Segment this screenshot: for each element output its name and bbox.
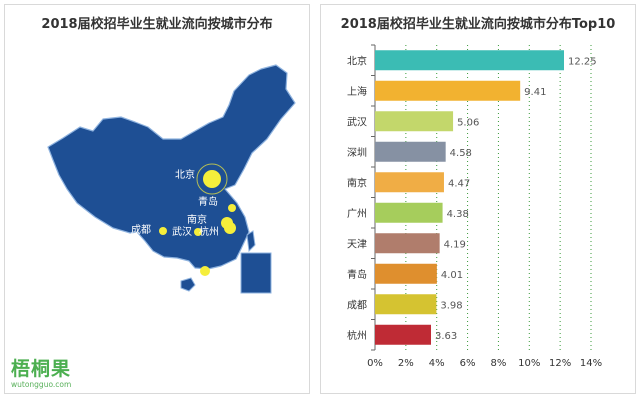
value-label: 9.41 <box>524 87 546 98</box>
marker-武汉 <box>194 228 202 236</box>
marker-成都 <box>159 227 167 235</box>
x-tick-label: 2% <box>398 358 414 369</box>
city-label-武汉: 武汉 <box>172 225 192 238</box>
marker-北京 <box>203 170 221 188</box>
value-label: 4.01 <box>441 270 463 281</box>
category-label: 上海 <box>347 85 367 98</box>
x-tick-label: 4% <box>429 358 445 369</box>
bar-chart: 0% 2% 4% 6% 8% 10% 12% 14% 北京 12.25 上海 9.41 武汉 5.06 深圳… <box>347 44 602 369</box>
value-label: 3.63 <box>435 331 457 342</box>
category-label: 南京 <box>347 176 367 189</box>
chart-panel: 2018届校招毕业生就业流向按城市分布Top10 0% 2% 4% 6% 8% 10% 12… <box>320 4 636 394</box>
city-label-南京: 南京 <box>187 213 207 226</box>
bar-上海 <box>375 80 521 101</box>
category-label: 广州 <box>347 208 367 220</box>
bar-青岛 <box>375 263 437 284</box>
bar-杭州 <box>375 324 432 345</box>
map-panel: 2018届校招毕业生就业流向按城市分布 北京青岛南京成都 武汉 杭州深圳 梧桐果 w… <box>4 4 310 394</box>
city-label-深圳: 深圳 <box>170 266 190 278</box>
logo-name: 梧桐果 <box>11 358 72 380</box>
city-label-成都: 成都 <box>131 224 151 236</box>
category-label: 深圳 <box>347 147 367 159</box>
category-label: 北京 <box>347 54 367 67</box>
marker-深圳 <box>200 266 210 276</box>
value-label: 4.47 <box>448 178 470 189</box>
bar-天津 <box>375 233 440 254</box>
chart-title: 2018届校招毕业生就业流向按城市分布Top10 <box>340 17 616 32</box>
value-label: 12.25 <box>568 56 597 67</box>
south-china-sea-inset <box>240 252 272 294</box>
city-label-青岛: 青岛 <box>198 195 218 208</box>
bar-广州 <box>375 202 443 223</box>
hainan-island-shape <box>180 277 196 292</box>
bar-北京 <box>375 50 564 71</box>
taiwan-island-shape <box>246 230 256 253</box>
bar-深圳 <box>375 141 446 162</box>
value-label: 4.58 <box>450 148 472 159</box>
marker-青岛 <box>228 204 236 212</box>
marker-halo-北京 <box>196 163 228 195</box>
x-tick-label: 12% <box>549 358 571 369</box>
value-label: 5.06 <box>457 117 479 128</box>
x-tick-label: 8% <box>490 358 506 369</box>
x-tick-label: 10% <box>518 358 540 369</box>
category-label: 天津 <box>347 238 367 250</box>
bar-成都 <box>375 294 437 315</box>
city-label-北京: 北京 <box>175 168 195 181</box>
bar-南京 <box>375 172 444 193</box>
logo-url: wutongguo.com <box>11 380 72 389</box>
x-tick-label: 14% <box>580 358 602 369</box>
category-label: 青岛 <box>347 268 367 281</box>
value-label: 4.38 <box>447 209 469 220</box>
city-label-杭州: 杭州 <box>199 225 219 238</box>
category-label: 成都 <box>347 299 367 311</box>
marker-杭州 <box>224 222 236 234</box>
x-tick-label: 6% <box>460 358 476 369</box>
logo: 梧桐果 wutongguo.com <box>11 358 72 390</box>
china-mainland-shape <box>47 64 296 270</box>
value-label: 3.98 <box>440 300 462 311</box>
map-title: 2018届校招毕业生就业流向按城市分布 <box>41 17 273 32</box>
category-label: 杭州 <box>347 329 367 342</box>
bar-武汉 <box>375 111 454 132</box>
x-tick-label: 0% <box>367 358 383 369</box>
value-label: 4.19 <box>444 239 466 250</box>
category-label: 武汉 <box>347 115 367 128</box>
